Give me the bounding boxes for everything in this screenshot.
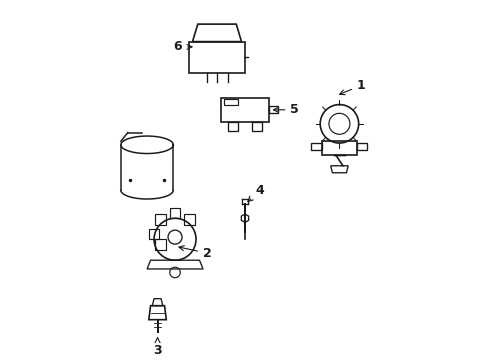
Text: 3: 3 (153, 338, 162, 357)
Text: 1: 1 (340, 79, 366, 95)
Text: 5: 5 (273, 103, 299, 116)
Text: 6: 6 (173, 40, 192, 53)
Text: 2: 2 (179, 246, 212, 260)
Text: 4: 4 (248, 184, 264, 202)
